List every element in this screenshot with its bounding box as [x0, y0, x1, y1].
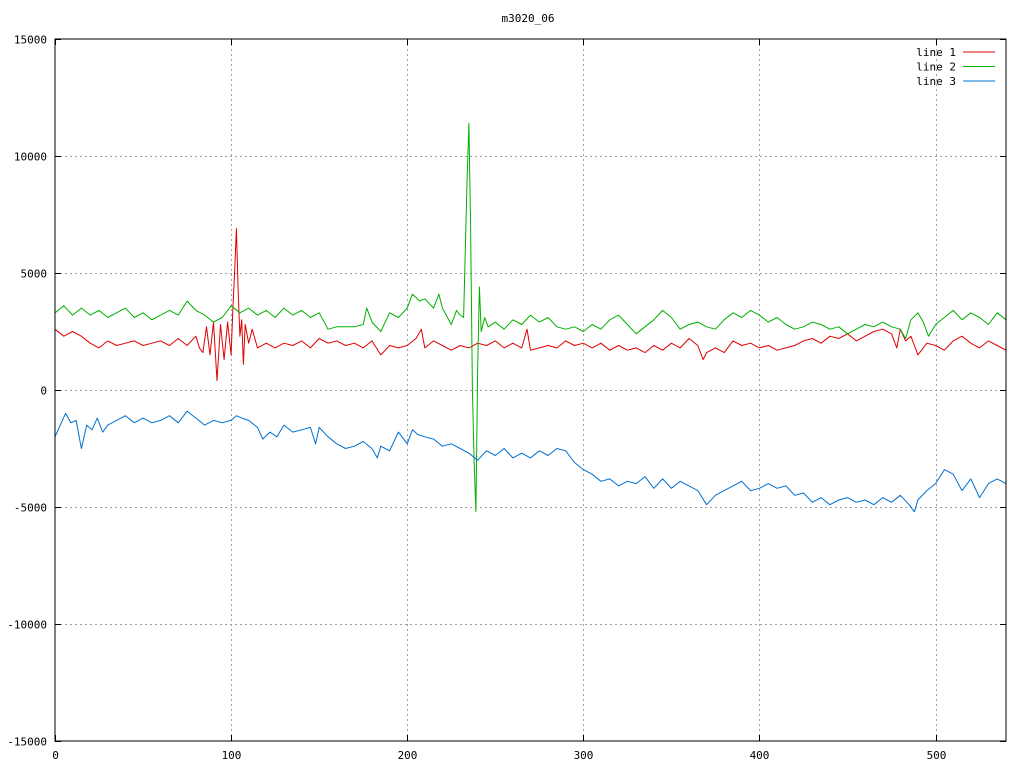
series-line-3	[54, 410, 1007, 513]
legend-label-1: line 1	[916, 46, 956, 59]
x-tick-label: 100	[222, 749, 242, 762]
legend-label-3: line 3	[916, 75, 956, 88]
axis-ticks: -15000 -10000 -5000 0 5000 10000 15000 0 100 200 3…	[7, 34, 1006, 762]
series-line-2	[54, 122, 1007, 513]
x-tick-label: 200	[398, 749, 418, 762]
y-tick-label: -15000	[7, 736, 47, 749]
x-tick-label: 0	[52, 749, 59, 762]
series-line-1	[54, 228, 1007, 382]
grid-lines	[55, 39, 1006, 741]
y-tick-label: 5000	[21, 268, 48, 281]
y-tick-label: 0	[40, 385, 47, 398]
y-tick-label: 15000	[14, 34, 47, 47]
x-tick-label: 500	[927, 749, 947, 762]
x-tick-label: 300	[574, 749, 594, 762]
legend-label-2: line 2	[916, 61, 956, 74]
series-lines	[54, 122, 1007, 513]
chart-title: m3020_06	[502, 12, 555, 25]
y-tick-label: -10000	[7, 619, 47, 632]
x-tick-label: 400	[750, 749, 770, 762]
y-tick-label: 10000	[14, 151, 47, 164]
y-tick-label: -5000	[14, 502, 47, 515]
